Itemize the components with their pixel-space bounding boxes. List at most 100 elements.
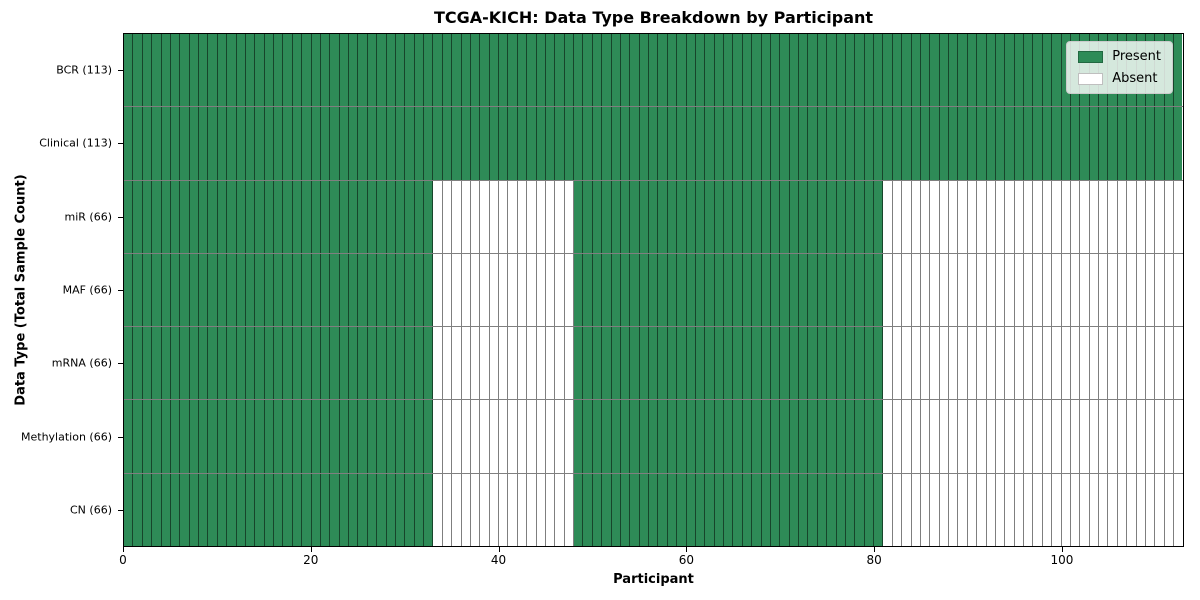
cell-absent <box>1117 253 1128 327</box>
cell-present <box>245 473 256 546</box>
cell-absent <box>1127 473 1137 546</box>
cell-absent <box>1024 473 1034 546</box>
cell-present <box>330 253 340 327</box>
cell-present <box>808 473 818 546</box>
cell-present <box>358 34 368 107</box>
cell-present <box>658 327 668 400</box>
cell-present <box>433 107 443 180</box>
cell-present <box>339 107 349 180</box>
cell-present <box>395 180 406 253</box>
cell-absent <box>489 180 499 253</box>
cell-present <box>424 107 434 180</box>
cell-present <box>583 400 593 473</box>
cell-present <box>949 107 959 180</box>
cell-present <box>649 107 659 180</box>
cell-present <box>836 34 846 107</box>
cell-present <box>695 400 706 473</box>
cell-present <box>133 107 143 180</box>
cell-present <box>705 107 715 180</box>
cell-absent <box>1033 473 1043 546</box>
cell-absent <box>1155 400 1165 473</box>
cell-absent <box>883 327 893 400</box>
cell-present <box>564 34 574 107</box>
cell-present <box>583 327 593 400</box>
cell-present <box>752 34 762 107</box>
cell-present <box>255 253 265 327</box>
cell-absent <box>1164 253 1174 327</box>
cell-absent <box>892 327 903 400</box>
cell-absent <box>499 473 509 546</box>
cell-absent <box>536 473 546 546</box>
cell-absent <box>489 400 499 473</box>
cell-present <box>799 34 809 107</box>
cell-present <box>695 327 706 400</box>
cell-present <box>320 400 331 473</box>
cell-absent <box>1005 400 1015 473</box>
cell-absent <box>1117 180 1128 253</box>
cell-absent <box>967 180 978 253</box>
cell-absent <box>1014 253 1024 327</box>
cell-absent <box>1052 253 1062 327</box>
cell-present <box>452 107 462 180</box>
cell-present <box>902 34 912 107</box>
cell-present <box>714 473 724 546</box>
cell-present <box>133 34 143 107</box>
cell-present <box>349 180 359 253</box>
cell-absent <box>1042 253 1053 327</box>
cell-present <box>705 327 715 400</box>
cell-absent <box>461 253 471 327</box>
cell-present <box>649 400 659 473</box>
cell-absent <box>1089 473 1099 546</box>
cell-present <box>395 327 406 400</box>
cell-present <box>724 180 734 253</box>
cell-present <box>152 473 162 546</box>
cell-present <box>574 253 584 327</box>
cell-present <box>620 327 631 400</box>
cell-present <box>199 400 209 473</box>
cell-present <box>236 34 246 107</box>
cell-absent <box>1145 253 1156 327</box>
cell-present <box>620 253 631 327</box>
cell-absent <box>545 180 556 253</box>
cell-absent <box>930 180 940 253</box>
cell-present <box>142 34 153 107</box>
cell-absent <box>1108 473 1118 546</box>
cell-present <box>1145 107 1156 180</box>
cell-present <box>395 400 406 473</box>
cell-absent <box>1080 327 1090 400</box>
cell-absent <box>1127 180 1137 253</box>
cell-present <box>574 180 584 253</box>
cell-present <box>255 180 265 253</box>
cell-absent <box>995 180 1006 253</box>
cell-present <box>677 327 687 400</box>
y-tick-label: Clinical (113) <box>39 136 112 150</box>
cell-absent <box>1080 400 1090 473</box>
cell-present <box>845 107 856 180</box>
cell-present <box>189 253 199 327</box>
cell-present <box>611 253 621 327</box>
cell-present <box>480 34 490 107</box>
cell-absent <box>536 180 546 253</box>
cell-present <box>639 400 649 473</box>
cell-absent <box>995 473 1006 546</box>
cell-present <box>789 400 799 473</box>
cell-present <box>630 107 640 180</box>
x-tick-label: 0 <box>119 553 127 567</box>
cell-present <box>752 327 762 400</box>
cell-absent <box>967 473 978 546</box>
cell-present <box>1080 107 1090 180</box>
cell-present <box>499 34 509 107</box>
cell-absent <box>470 473 481 546</box>
cell-present <box>349 327 359 400</box>
cell-present <box>124 473 134 546</box>
cell-absent <box>939 180 949 253</box>
cell-present <box>592 473 603 546</box>
cell-absent <box>480 253 490 327</box>
cell-present <box>217 180 228 253</box>
cell-absent <box>499 400 509 473</box>
cell-absent <box>508 327 518 400</box>
cell-absent <box>920 327 931 400</box>
cell-present <box>667 327 678 400</box>
cell-present <box>780 400 790 473</box>
cell-present <box>208 107 218 180</box>
